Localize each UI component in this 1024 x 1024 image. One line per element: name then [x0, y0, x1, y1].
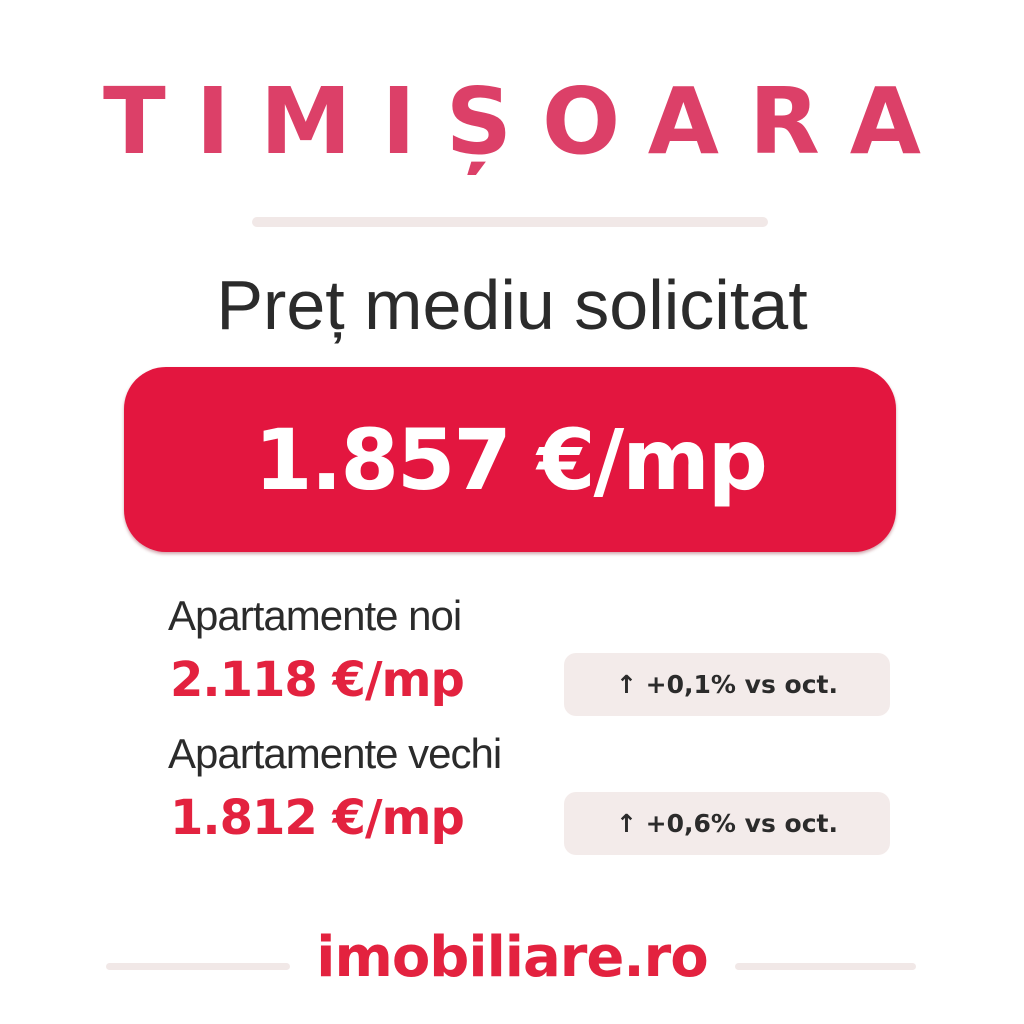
- main-price: 1.857 €/mp: [254, 410, 768, 509]
- change-badge-old: ↑ +0,6% vs oct.: [564, 792, 890, 855]
- main-price-box: 1.857 €/mp: [124, 367, 896, 552]
- city-title: TIMIȘOARA: [102, 68, 951, 175]
- row-label-old: Apartamente vechi: [168, 730, 502, 777]
- footer-line-left: [106, 963, 290, 970]
- subtitle: Preț mediu solicitat: [216, 266, 808, 344]
- row-value-old: 1.812 €/mp: [170, 790, 465, 846]
- change-badge-new: ↑ +0,1% vs oct.: [564, 653, 890, 716]
- row-label-new: Apartamente noi: [168, 592, 462, 639]
- change-text: ↑ +0,1% vs oct.: [616, 670, 838, 699]
- footer-line-right: [735, 963, 916, 970]
- change-text: ↑ +0,6% vs oct.: [616, 809, 838, 838]
- divider: [252, 217, 768, 227]
- brand-logo: imobiliare.ro: [316, 925, 708, 990]
- row-value-new: 2.118 €/mp: [170, 652, 465, 708]
